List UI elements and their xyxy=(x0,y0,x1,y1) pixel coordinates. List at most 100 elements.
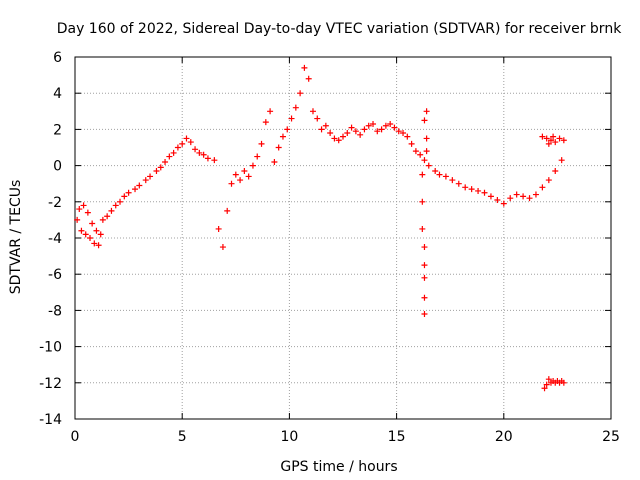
data-point xyxy=(532,191,539,198)
data-point xyxy=(211,157,218,164)
data-point xyxy=(89,220,96,227)
data-point xyxy=(550,133,557,140)
data-point xyxy=(382,122,389,129)
data-point xyxy=(543,135,550,142)
data-point xyxy=(196,149,203,156)
data-point xyxy=(84,209,91,216)
data-point xyxy=(125,189,132,196)
grid-lines xyxy=(75,57,611,419)
data-point xyxy=(132,186,139,193)
data-point xyxy=(361,126,368,133)
data-point xyxy=(462,184,469,191)
data-point xyxy=(494,196,501,203)
data-point xyxy=(541,385,548,392)
data-point xyxy=(539,184,546,191)
data-point xyxy=(552,139,559,146)
data-point xyxy=(545,140,552,147)
x-tick-label: 10 xyxy=(280,429,298,445)
y-tick-label: 0 xyxy=(53,159,62,175)
data-point xyxy=(157,164,164,171)
data-point xyxy=(365,122,372,129)
data-point xyxy=(187,139,194,146)
data-point xyxy=(219,244,226,251)
data-point xyxy=(200,151,207,158)
data-points xyxy=(74,64,567,392)
data-point xyxy=(301,64,308,71)
data-point xyxy=(408,140,415,147)
data-point xyxy=(404,133,411,140)
data-point xyxy=(547,137,554,144)
x-tick-label: 25 xyxy=(602,429,620,445)
data-point xyxy=(91,240,98,247)
data-point xyxy=(284,126,291,133)
data-point xyxy=(292,104,299,111)
x-tick-label: 20 xyxy=(495,429,513,445)
data-point xyxy=(391,124,398,131)
data-point xyxy=(279,133,286,140)
x-axis-label: GPS time / hours xyxy=(280,459,397,475)
data-point xyxy=(513,191,520,198)
series-2 xyxy=(539,133,567,147)
data-point xyxy=(192,146,199,153)
data-point xyxy=(475,187,482,194)
data-point xyxy=(179,140,186,147)
data-point xyxy=(421,274,428,281)
data-point xyxy=(309,108,316,115)
data-point xyxy=(87,235,94,241)
data-point xyxy=(545,376,552,383)
data-point xyxy=(331,135,338,142)
data-point xyxy=(419,171,426,178)
series-0 xyxy=(74,64,565,251)
data-point xyxy=(112,202,119,209)
data-point xyxy=(93,227,100,234)
data-point xyxy=(419,225,426,232)
data-point xyxy=(421,311,428,318)
data-point xyxy=(344,130,351,137)
data-point xyxy=(520,193,527,200)
data-point xyxy=(262,119,269,126)
data-point xyxy=(421,294,428,301)
x-tick-label: 0 xyxy=(71,429,80,445)
data-point xyxy=(249,162,256,169)
data-point xyxy=(95,242,102,249)
data-point xyxy=(288,115,295,122)
data-point xyxy=(421,117,428,124)
data-point xyxy=(487,193,494,200)
data-point xyxy=(142,177,149,184)
data-point xyxy=(545,177,552,184)
data-point xyxy=(254,153,261,160)
data-point xyxy=(481,189,488,196)
data-point xyxy=(421,262,428,269)
series-3 xyxy=(541,376,567,392)
data-point xyxy=(162,158,169,165)
data-point xyxy=(436,171,443,178)
data-point xyxy=(419,198,426,205)
data-point xyxy=(327,130,334,137)
data-point xyxy=(267,108,274,115)
y-tick-label: -12 xyxy=(39,376,62,392)
data-point xyxy=(507,195,514,202)
data-point xyxy=(82,231,89,238)
data-point xyxy=(322,122,329,129)
data-point xyxy=(412,148,419,155)
data-point xyxy=(335,137,342,144)
data-point xyxy=(297,90,304,97)
y-tick-label: -10 xyxy=(39,340,62,356)
data-point xyxy=(314,115,321,122)
data-point xyxy=(76,206,83,213)
data-point xyxy=(258,140,265,147)
data-point xyxy=(204,155,211,162)
data-point xyxy=(318,126,325,133)
data-point xyxy=(228,180,235,187)
data-point xyxy=(560,379,567,386)
data-point xyxy=(174,144,181,151)
chart-title: Day 160 of 2022, Sidereal Day-to-day VTE… xyxy=(57,21,622,37)
data-point xyxy=(348,124,355,131)
data-point xyxy=(556,135,563,142)
data-point xyxy=(275,144,282,151)
data-point xyxy=(421,157,428,164)
data-point xyxy=(432,168,439,175)
y-tick-label: -6 xyxy=(48,267,62,283)
data-point xyxy=(108,207,115,214)
